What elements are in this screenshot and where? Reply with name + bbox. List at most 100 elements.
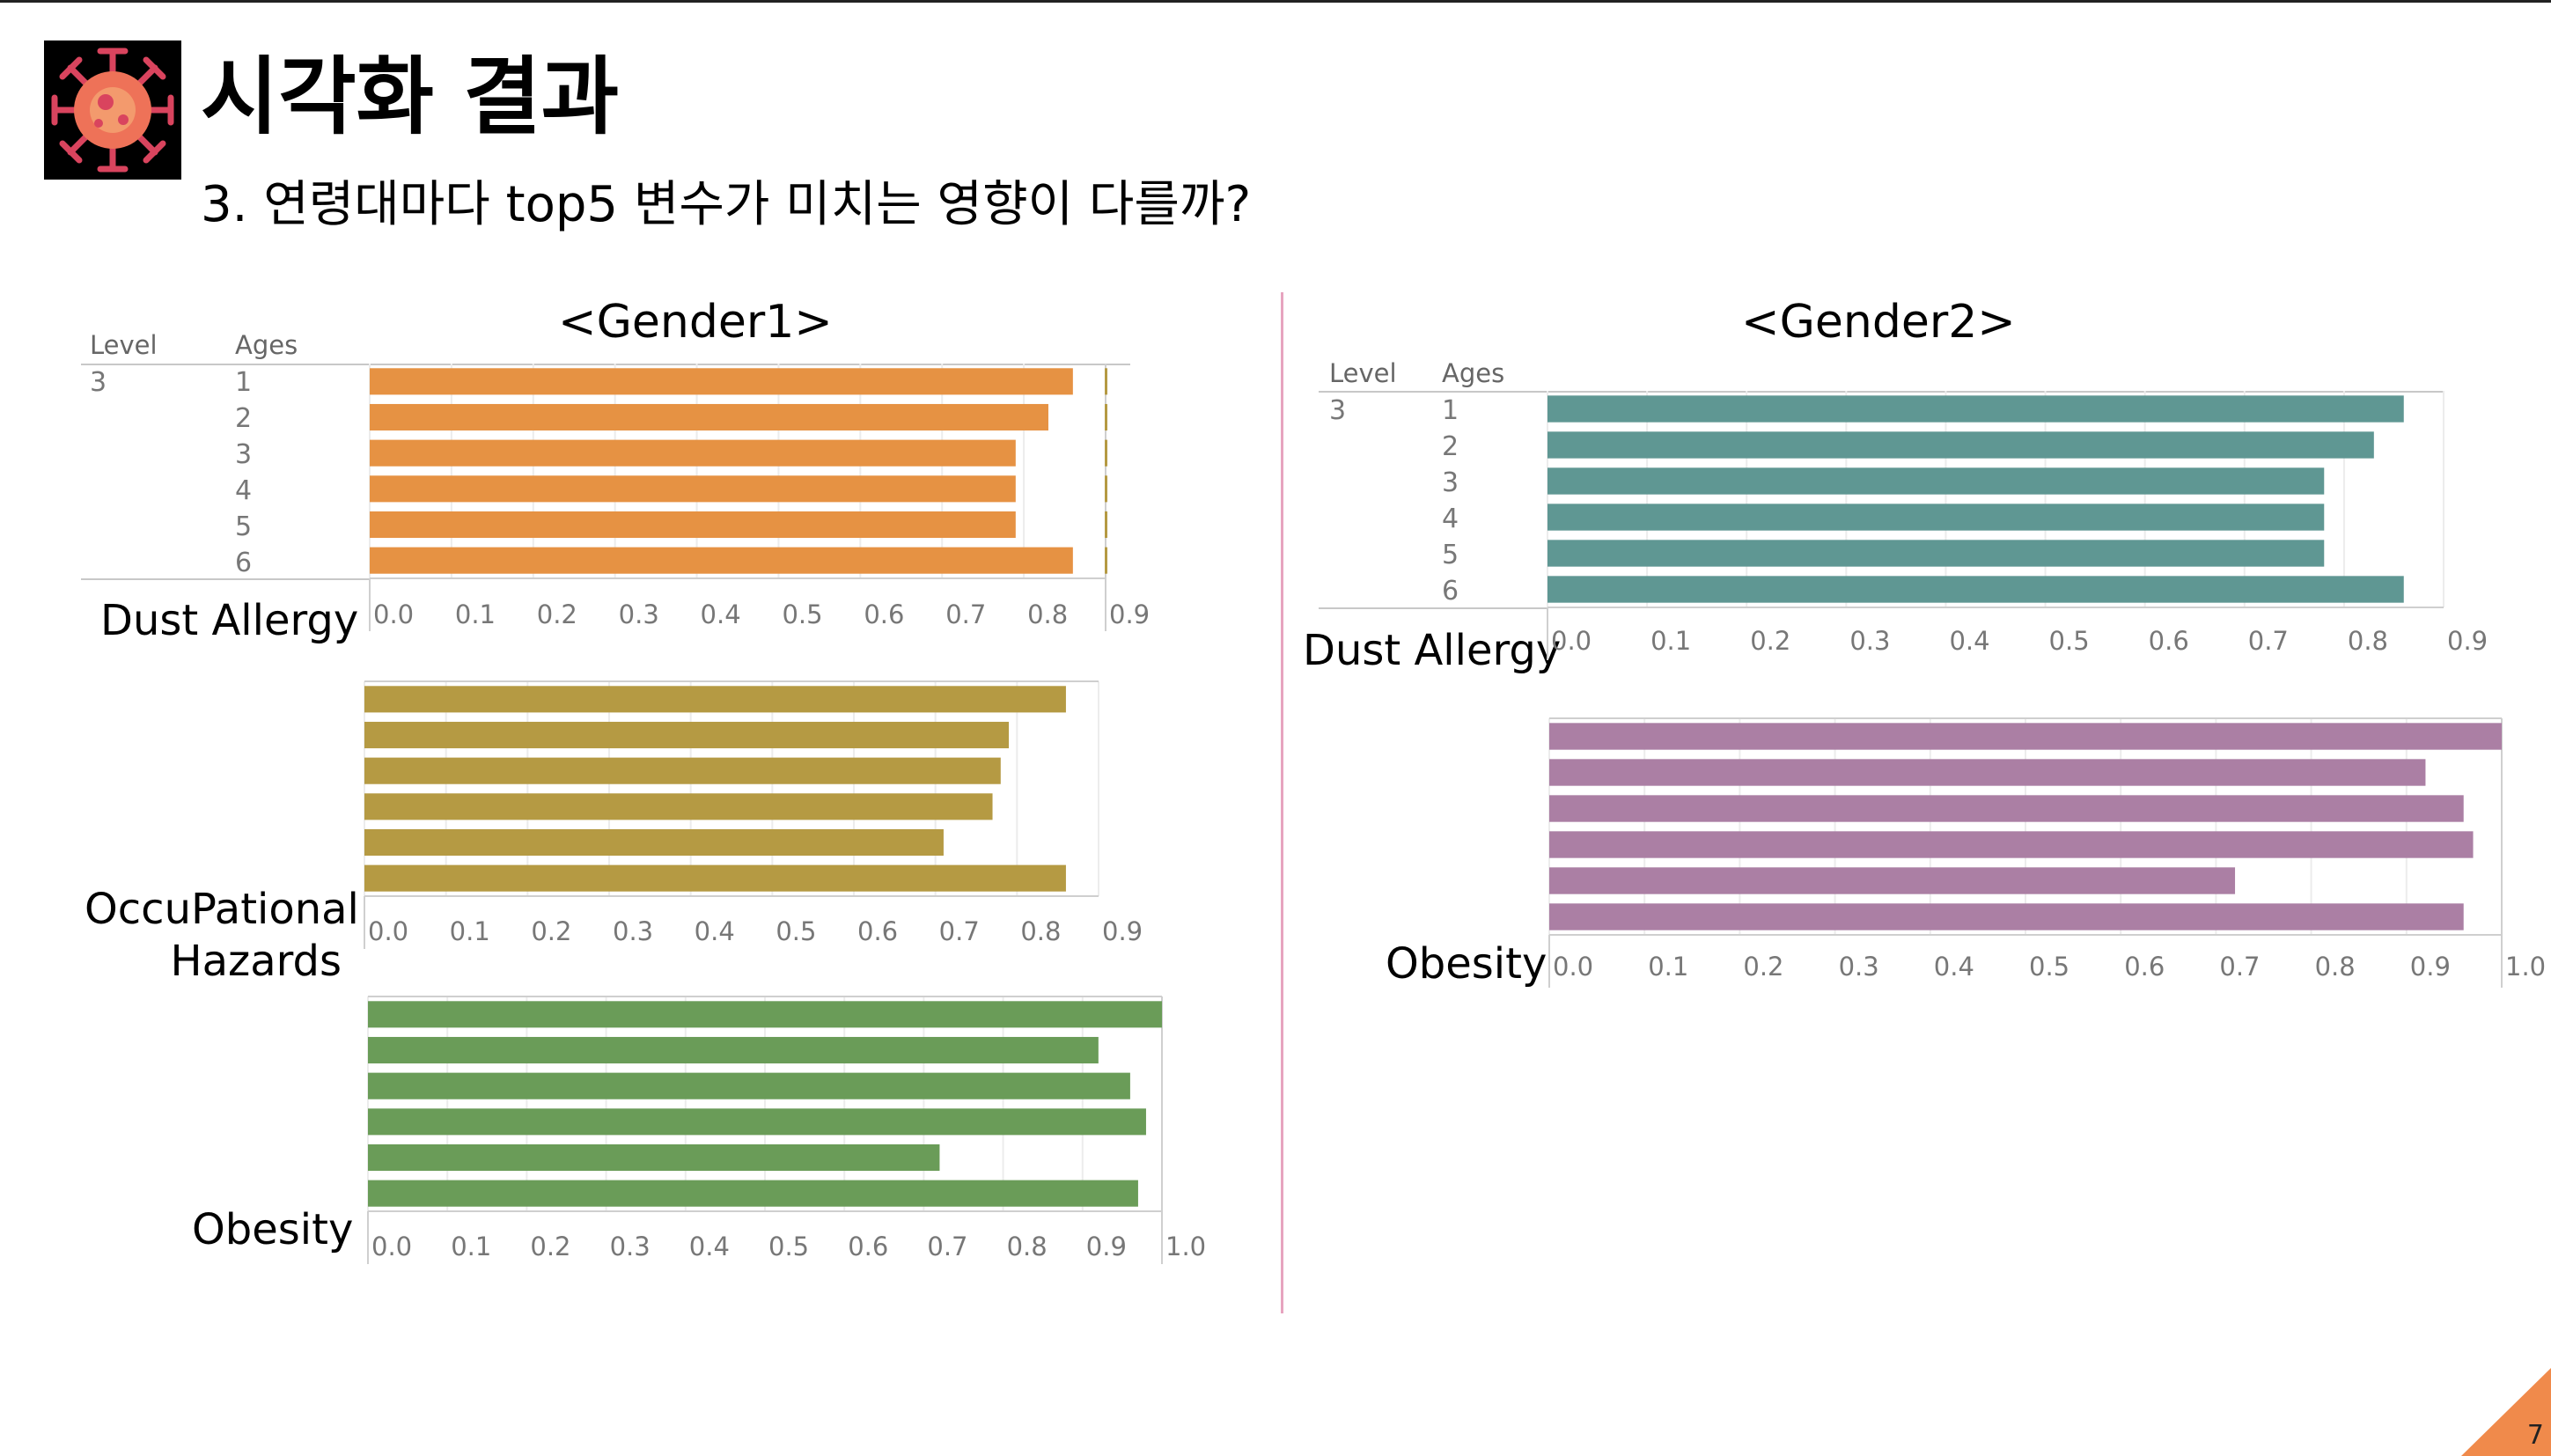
tick-label: 0.7	[939, 916, 980, 946]
panel-divider	[1281, 292, 1283, 1313]
gender1-obesity-label: Obesity	[192, 1205, 354, 1254]
tick-label: 0.6	[864, 599, 904, 629]
bar	[364, 793, 993, 820]
gender2-age-label: 5	[1442, 540, 1459, 570]
tick-label: 0.3	[613, 916, 653, 946]
tick-label: 0.2	[530, 1232, 570, 1261]
tick-label: 0.8	[1020, 916, 1061, 946]
gender1-age-label: 1	[235, 367, 253, 398]
bar	[368, 1180, 1138, 1207]
tick-label: 0.9	[2410, 952, 2451, 982]
gender2-age-label: 4	[1442, 504, 1459, 534]
tick-label: 0.2	[537, 599, 577, 629]
tick-label: 0.8	[2315, 952, 2356, 982]
gender2-header-ages: Ages	[1442, 358, 1505, 388]
tick-label: 0.9	[1102, 916, 1143, 946]
tick-label: 0.0	[368, 916, 408, 946]
gender2-level-value: 3	[1329, 395, 1347, 426]
tick-label: 0.4	[695, 916, 735, 946]
bar	[364, 721, 1010, 749]
gender2-header-rule	[1319, 391, 2444, 393]
tick-label: 1.0	[2505, 952, 2546, 982]
tick-label: 0.8	[2348, 626, 2388, 656]
tick-label: 0.8	[1007, 1232, 1048, 1261]
tick-label: 0.0	[373, 599, 414, 629]
tick-label: 0.5	[2029, 952, 2069, 982]
tick-label: 0.0	[371, 1232, 412, 1261]
gender2-title: <Gender2>	[1741, 296, 2016, 349]
slide-subtitle: 3. 연령대마다 top5 변수가 미치는 영향이 다를까?	[201, 176, 1252, 233]
gender2-age-label: 3	[1442, 467, 1459, 498]
tick-label: 0.5	[782, 599, 822, 629]
tick-label: 0.2	[1743, 952, 1783, 982]
tick-label: 0.7	[2219, 952, 2260, 982]
tick-label: 0.3	[1849, 626, 1890, 656]
gender1-header-level: Level	[90, 330, 158, 360]
gender1-age-label: 2	[235, 403, 253, 434]
bar	[370, 475, 1016, 503]
tick-label: 0.3	[1839, 952, 1879, 982]
tick-label: 0.6	[848, 1232, 888, 1261]
tick-label: 0.1	[451, 1232, 491, 1261]
bar	[370, 403, 1048, 431]
bar	[1549, 795, 2464, 822]
tick-label: 0.2	[1750, 626, 1790, 656]
tick-label: 1.0	[1165, 1232, 1206, 1261]
gender2-dust-allergy-label: Dust Allergy	[1303, 626, 1562, 675]
gender2-header-level: Level	[1329, 358, 1397, 388]
slide-title: 시각화 결과	[201, 48, 620, 146]
bar	[1548, 540, 2325, 567]
tick-label: 0.7	[927, 1232, 967, 1261]
tick-label: 0.6	[2124, 952, 2165, 982]
gender2-age-label: 6	[1442, 576, 1459, 607]
gender1-level-value: 3	[90, 367, 107, 398]
tick-label: 0.4	[701, 599, 741, 629]
bar	[1548, 576, 2404, 603]
bar-end-marker	[1105, 403, 1107, 431]
tick-label: 0.6	[857, 916, 898, 946]
gender1-age-label: 6	[235, 548, 253, 578]
tick-label: 0.1	[1648, 952, 1688, 982]
bar	[1548, 431, 2374, 459]
gender1-dust-allergy-label: Dust Allergy	[100, 596, 359, 645]
tick-label: 0.0	[1551, 626, 1592, 656]
tick-label: 0.3	[610, 1232, 651, 1261]
tick-label: 0.6	[2149, 626, 2189, 656]
tick-label: 0.8	[1027, 599, 1068, 629]
bar	[368, 1072, 1130, 1099]
gender1-table-bottom-rule	[81, 578, 370, 580]
bar	[364, 828, 944, 857]
tick-label: 0.4	[689, 1232, 730, 1261]
bar	[368, 1143, 940, 1172]
tick-label: 0.3	[619, 599, 659, 629]
bar	[370, 547, 1073, 574]
tick-label: 0.5	[768, 1232, 809, 1261]
bar-end-marker	[1105, 547, 1107, 574]
tick-label: 0.1	[450, 916, 490, 946]
tick-label: 0.5	[776, 916, 816, 946]
bar-end-marker	[1105, 439, 1107, 467]
tick-label: 0.7	[2248, 626, 2289, 656]
bar	[1548, 395, 2404, 423]
gender2-age-label: 2	[1442, 431, 1459, 462]
tick-label: 0.2	[531, 916, 571, 946]
bar-end-marker	[1105, 368, 1107, 395]
bar	[370, 439, 1016, 467]
gender1-age-label: 3	[235, 439, 253, 470]
tick-label: 0.9	[1109, 599, 1150, 629]
gender1-occupational-hazards-label: OccuPational Hazards	[85, 885, 359, 986]
gender2-obesity-label: Obesity	[1386, 939, 1548, 989]
bar-end-marker	[1105, 475, 1107, 503]
gender1-header-rule	[81, 364, 1130, 365]
virus-icon	[44, 40, 181, 180]
bar	[1548, 504, 2325, 531]
bar	[1549, 759, 2426, 786]
tick-label: 0.9	[2447, 626, 2488, 656]
page-corner: 7	[2461, 1368, 2551, 1456]
tick-label: 0.4	[1949, 626, 1989, 656]
bar	[1548, 467, 2325, 495]
tick-label: 0.4	[1934, 952, 1974, 982]
